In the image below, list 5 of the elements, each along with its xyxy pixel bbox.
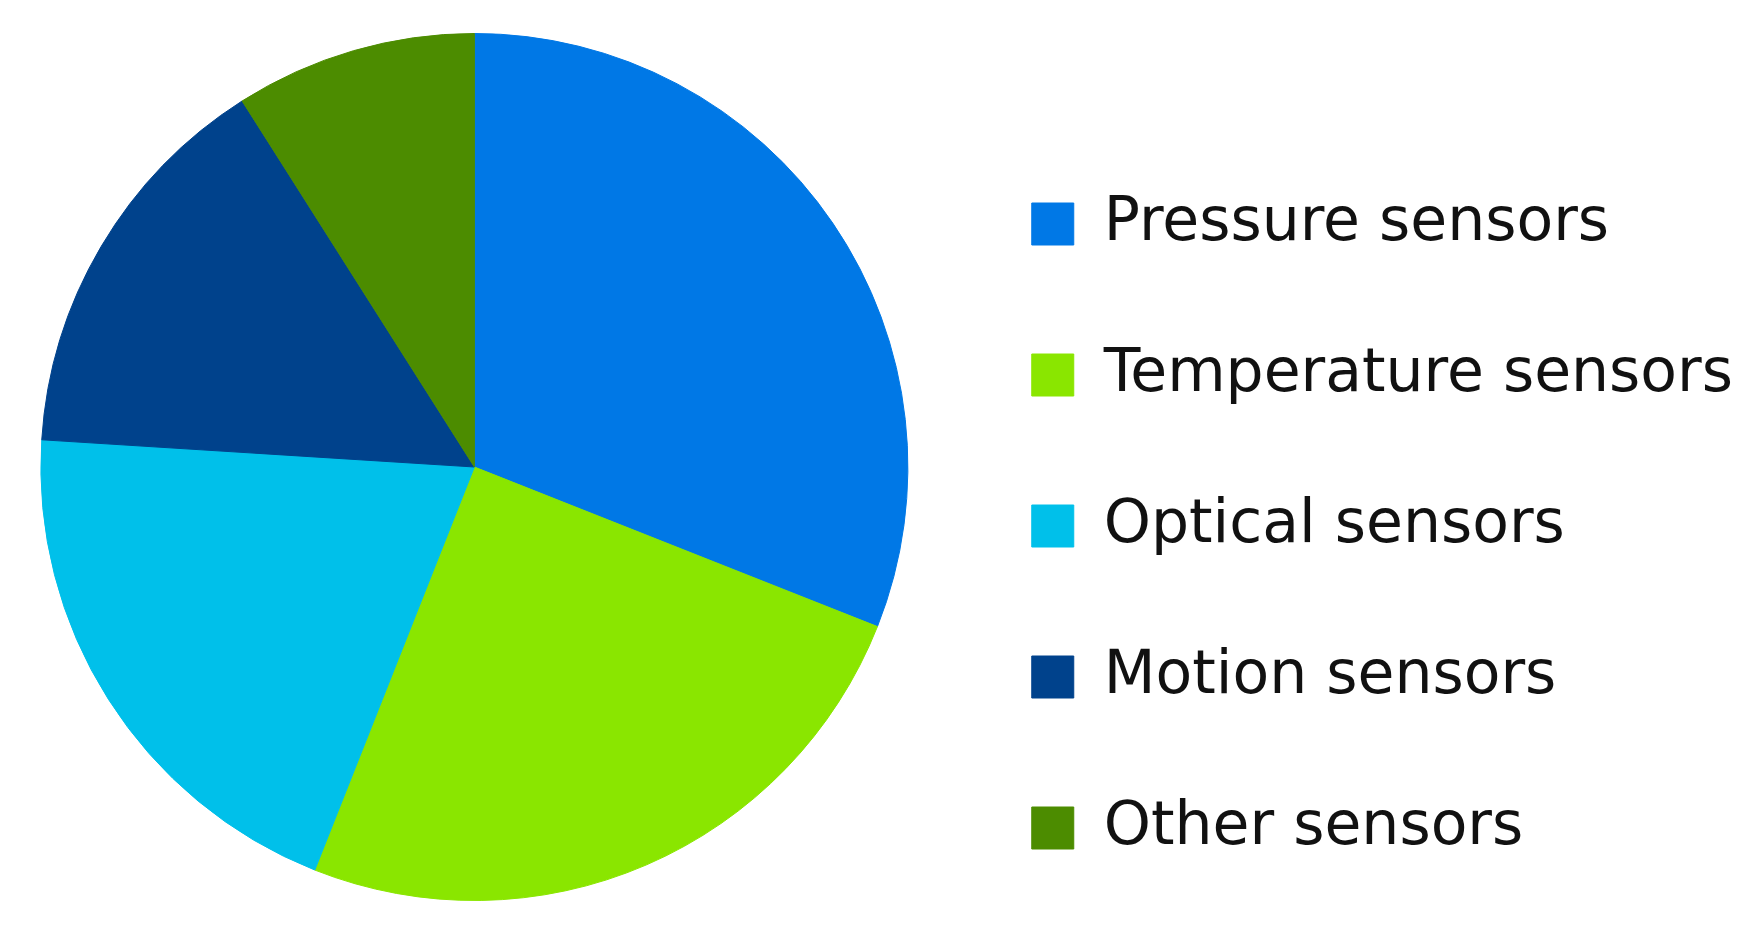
legend-label: Optical sensors [1103,485,1565,556]
legend-label: Other sensors [1103,787,1524,858]
legend-label: Pressure sensors [1103,183,1610,254]
legend-label: Temperature sensors [1102,334,1734,405]
legend-label: Motion sensors [1103,636,1557,707]
